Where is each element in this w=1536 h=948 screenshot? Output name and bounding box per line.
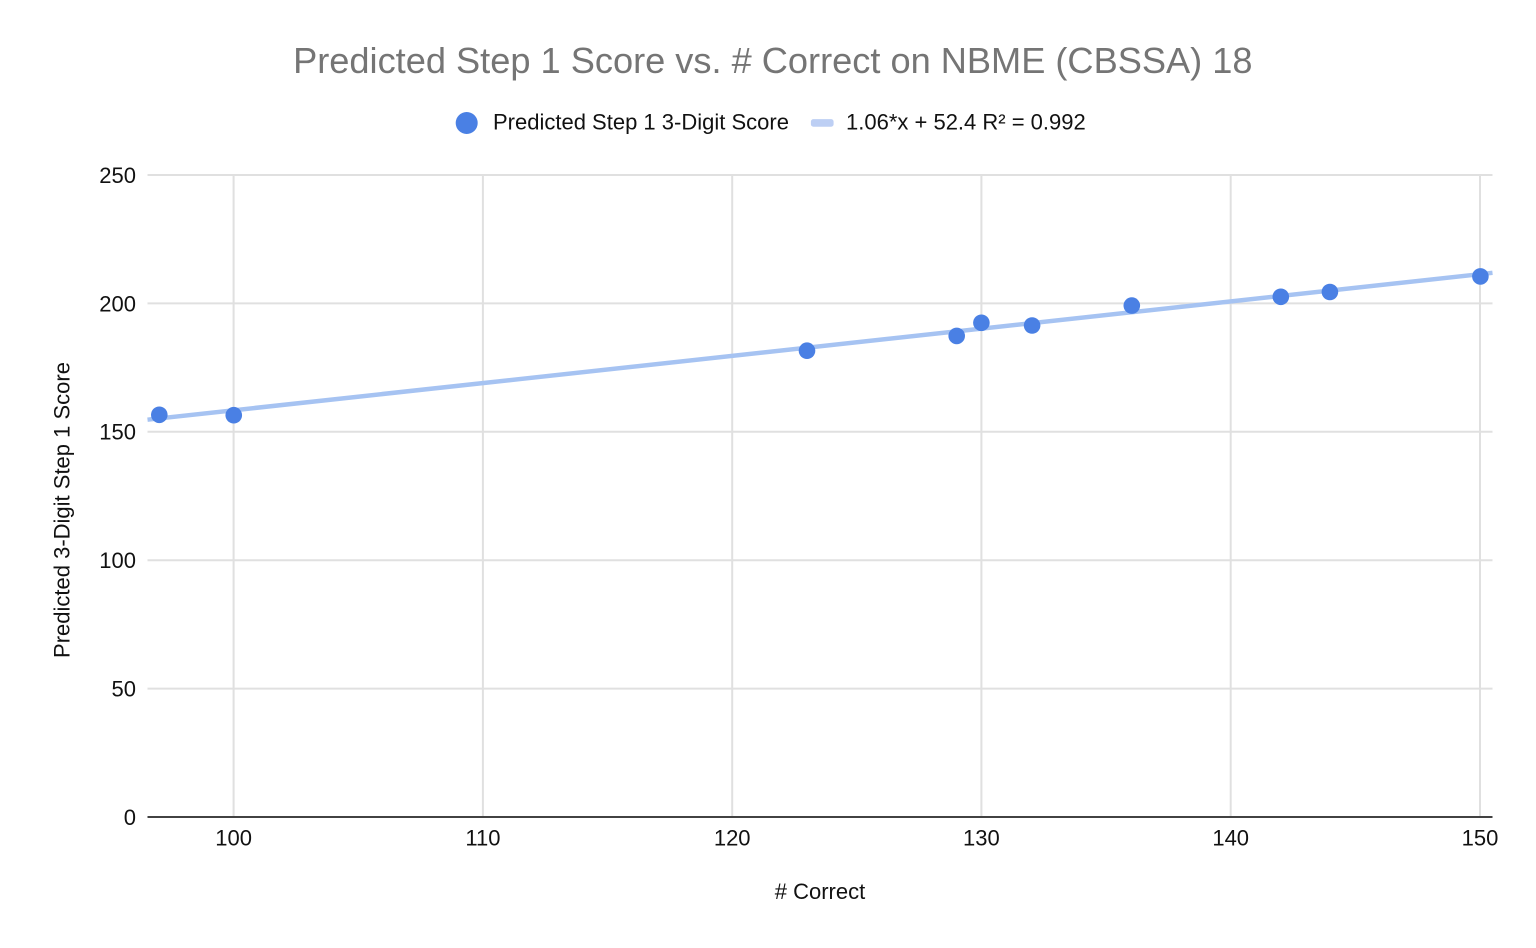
svg-text:0: 0 [124, 805, 136, 830]
svg-text:100: 100 [99, 548, 136, 573]
svg-text:150: 150 [99, 420, 136, 445]
svg-text:200: 200 [99, 291, 136, 316]
svg-text:50: 50 [112, 677, 136, 702]
svg-text:Predicted Step 1 3-Digit Score: Predicted Step 1 3-Digit Score [493, 110, 789, 135]
svg-text:150: 150 [1462, 826, 1499, 851]
svg-text:1.06*x + 52.4 R² = 0.992: 1.06*x + 52.4 R² = 0.992 [846, 110, 1086, 135]
svg-text:# Correct: # Correct [775, 879, 865, 904]
svg-text:Predicted 3-Digit Step 1 Score: Predicted 3-Digit Step 1 Score [50, 362, 75, 658]
svg-text:250: 250 [99, 163, 136, 188]
svg-text:110: 110 [465, 826, 500, 851]
svg-text:100: 100 [215, 826, 252, 851]
svg-text:120: 120 [714, 826, 751, 851]
svg-text:130: 130 [963, 826, 1000, 851]
svg-text:140: 140 [1212, 826, 1249, 851]
svg-text:Predicted Step 1 Score vs. # C: Predicted Step 1 Score vs. # Correct on … [293, 40, 1252, 81]
